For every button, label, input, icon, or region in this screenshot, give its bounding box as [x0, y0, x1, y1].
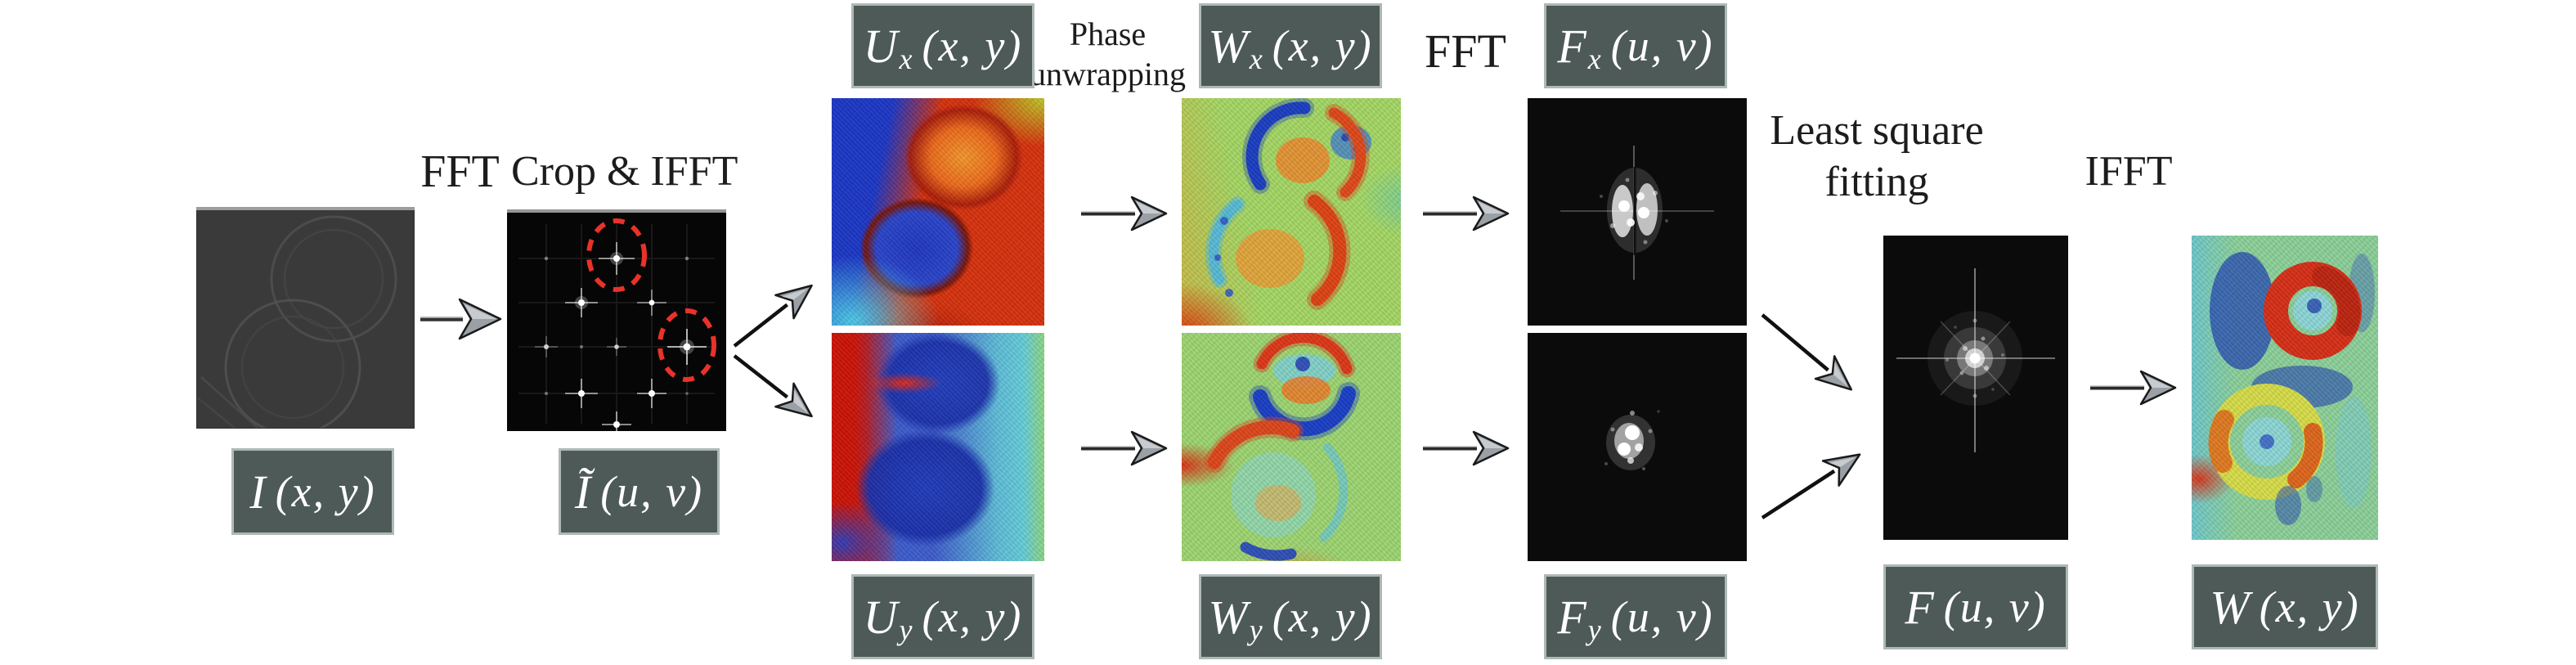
least-square-converge-arrows [1761, 313, 1861, 519]
w-wavefront-image [2192, 236, 2378, 540]
selected-order-circle-right [657, 308, 716, 382]
selected-order-circle-top [586, 218, 647, 292]
label-fx-symbol: F [1557, 19, 1586, 73]
label-input-args: (x, y) [275, 467, 376, 516]
least-square-line1: Least square [1770, 107, 1984, 154]
fy-spectrum-image [1528, 333, 1747, 561]
step-label-fft2: FFT [1425, 25, 1506, 78]
label-w-image: W (x, y) [2192, 564, 2378, 649]
label-wy-subscript: y [1249, 613, 1263, 646]
phase-unwrapping-line2: unwrapping [1029, 55, 1187, 92]
fourier-spectrum-content [518, 218, 716, 431]
wy-unwrapped-phase-image [1182, 333, 1401, 561]
f-fitted-spectrum-image [1883, 236, 2068, 540]
label-ux-args: (x, y) [922, 21, 1023, 70]
fourier-spectrum-image [507, 209, 726, 431]
label-spectrum-image: Ĩ (u, v) [559, 448, 720, 535]
label-wx-args: (x, y) [1272, 21, 1373, 70]
fx-spectrum-image [1528, 98, 1747, 326]
label-f-args: (u, v) [1943, 582, 2047, 631]
fft-arrow-top [1423, 195, 1510, 231]
step-label-crop-ifft: Crop & IFFT [511, 148, 738, 195]
fft-arrow [420, 298, 502, 340]
label-fx-subscript: x [1587, 43, 1601, 75]
label-wy-args: (x, y) [1272, 592, 1373, 641]
crop-ifft-branch-arrows [733, 284, 813, 418]
step-label-least-square-fitting: Least square fitting [1746, 105, 2008, 209]
uy-wrapped-phase-image [832, 333, 1044, 561]
wy-phase-rings [1204, 333, 1360, 561]
label-fy-symbol: F [1557, 590, 1586, 644]
label-input-symbol: I [249, 465, 266, 519]
label-wx-subscript: x [1249, 43, 1263, 75]
label-ux-subscript: x [899, 43, 913, 75]
phase-unwrapping-arrow-top [1081, 195, 1168, 231]
least-square-line2: fitting [1824, 159, 1929, 206]
label-spectrum-symbol: Ĩ [574, 465, 591, 519]
label-w-args: (x, y) [2259, 582, 2360, 631]
label-fy-subscript: y [1587, 613, 1601, 646]
interferogram-image [196, 207, 415, 429]
fx-starburst [1560, 146, 1714, 280]
label-ux-symbol: U [863, 19, 898, 73]
label-uy-symbol: U [863, 590, 898, 644]
diffraction-orders [535, 242, 707, 431]
label-w-symbol: W [2210, 580, 2250, 634]
label-wy-symbol: W [1208, 590, 1248, 644]
label-uy-subscript: y [899, 613, 913, 646]
converge-arrow-upper [1761, 313, 1853, 391]
branch-arrow-down [733, 354, 813, 418]
fy-starburst [1604, 410, 1660, 470]
label-f-image: F (u, v) [1883, 564, 2068, 649]
wx-unwrapped-phase-image [1182, 98, 1401, 326]
branch-arrow-up [733, 284, 813, 348]
label-f-symbol: F [1905, 580, 1934, 634]
step-label-phase-unwrapping: Phase unwrapping [1024, 15, 1192, 95]
converge-arrow-lower [1761, 453, 1861, 519]
phase-unwrapping-line1: Phase [1069, 16, 1147, 52]
label-fx-args: (u, v) [1610, 21, 1714, 70]
phase-unwrapping-arrow-bottom [1081, 430, 1168, 466]
label-uy-args: (x, y) [922, 592, 1023, 641]
w-wavefront-rings [2208, 252, 2375, 525]
label-fy-args: (u, v) [1610, 592, 1714, 641]
f-starburst [1896, 268, 2055, 452]
label-wx-symbol: W [1208, 19, 1248, 73]
label-spectrum-args: (u, v) [600, 467, 704, 516]
interferogram-fringes [196, 207, 415, 429]
wx-phase-rings [1205, 98, 1371, 310]
label-input-image: I (x, y) [231, 448, 394, 535]
step-label-fft1: FFT [420, 146, 500, 197]
step-label-ifft: IFFT [2085, 148, 2173, 195]
ifft-arrow [2090, 370, 2177, 406]
ux-wrapped-phase-image [832, 98, 1044, 326]
fft-arrow-bottom [1423, 430, 1510, 466]
